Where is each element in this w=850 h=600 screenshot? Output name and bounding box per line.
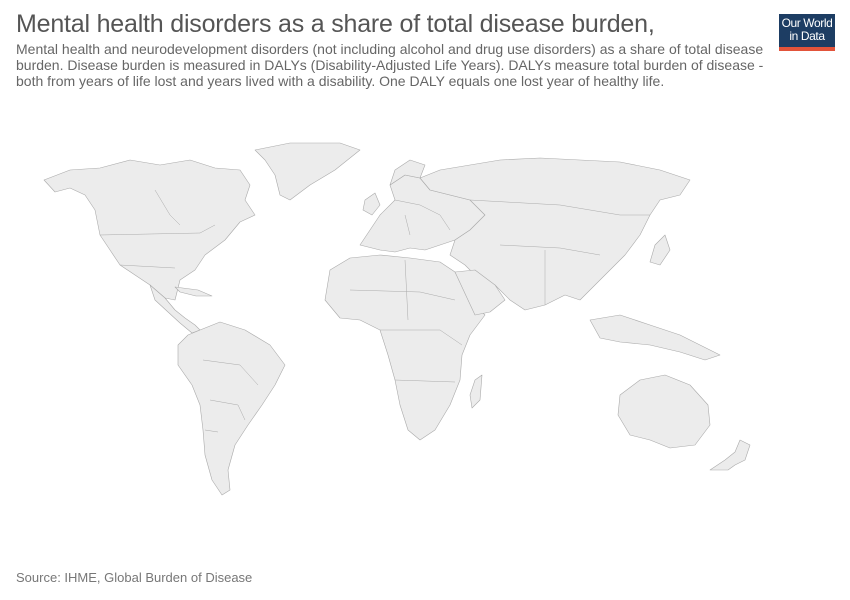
logo-line-1: Our World: [781, 16, 833, 30]
region-north-america: [43, 159, 256, 301]
region-scandinavia: [389, 159, 426, 186]
region-japan: [649, 234, 671, 266]
region-arabia: [454, 269, 506, 316]
region-new-zealand: [709, 439, 751, 471]
region-greenland: [254, 142, 361, 201]
region-australia: [617, 374, 711, 449]
source-note: Source: IHME, Global Burden of Disease: [16, 570, 253, 585]
logo-line-2: in Data: [789, 29, 825, 43]
chart-title: Mental health disorders as a share of to…: [16, 10, 655, 38]
world-map[interactable]: [0, 120, 850, 510]
region-africa: [324, 254, 486, 441]
region-uk: [362, 192, 381, 216]
region-south-america: [177, 321, 286, 496]
region-se-asia-islands: [589, 314, 721, 361]
owid-logo[interactable]: Our World in Data: [779, 14, 835, 51]
region-madagascar: [469, 374, 483, 409]
logo-accent-bar: [779, 47, 835, 51]
region-asia: [419, 157, 691, 311]
region-cuba: [174, 286, 213, 297]
chart-subtitle: Mental health and neurodevelopment disor…: [16, 41, 764, 89]
